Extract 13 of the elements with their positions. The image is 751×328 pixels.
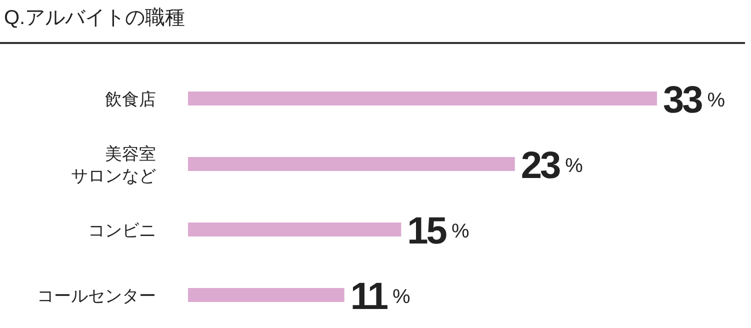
bar <box>188 288 344 302</box>
y-tick-label: 飲食店 <box>105 89 156 108</box>
bar <box>188 157 515 172</box>
data-label: 33% <box>663 80 726 122</box>
bar <box>188 222 402 237</box>
y-tick-label: 美容室サロンなど <box>71 144 156 185</box>
chart-title: Q.アルバイトの職種 <box>4 6 186 31</box>
data-label: 23% <box>520 145 584 188</box>
y-tick-label: コンビニ <box>88 220 156 240</box>
bar <box>188 92 657 106</box>
data-label: 11% <box>350 276 411 318</box>
y-tick-label: コールセンター <box>37 286 156 305</box>
data-label: 15% <box>407 210 470 253</box>
